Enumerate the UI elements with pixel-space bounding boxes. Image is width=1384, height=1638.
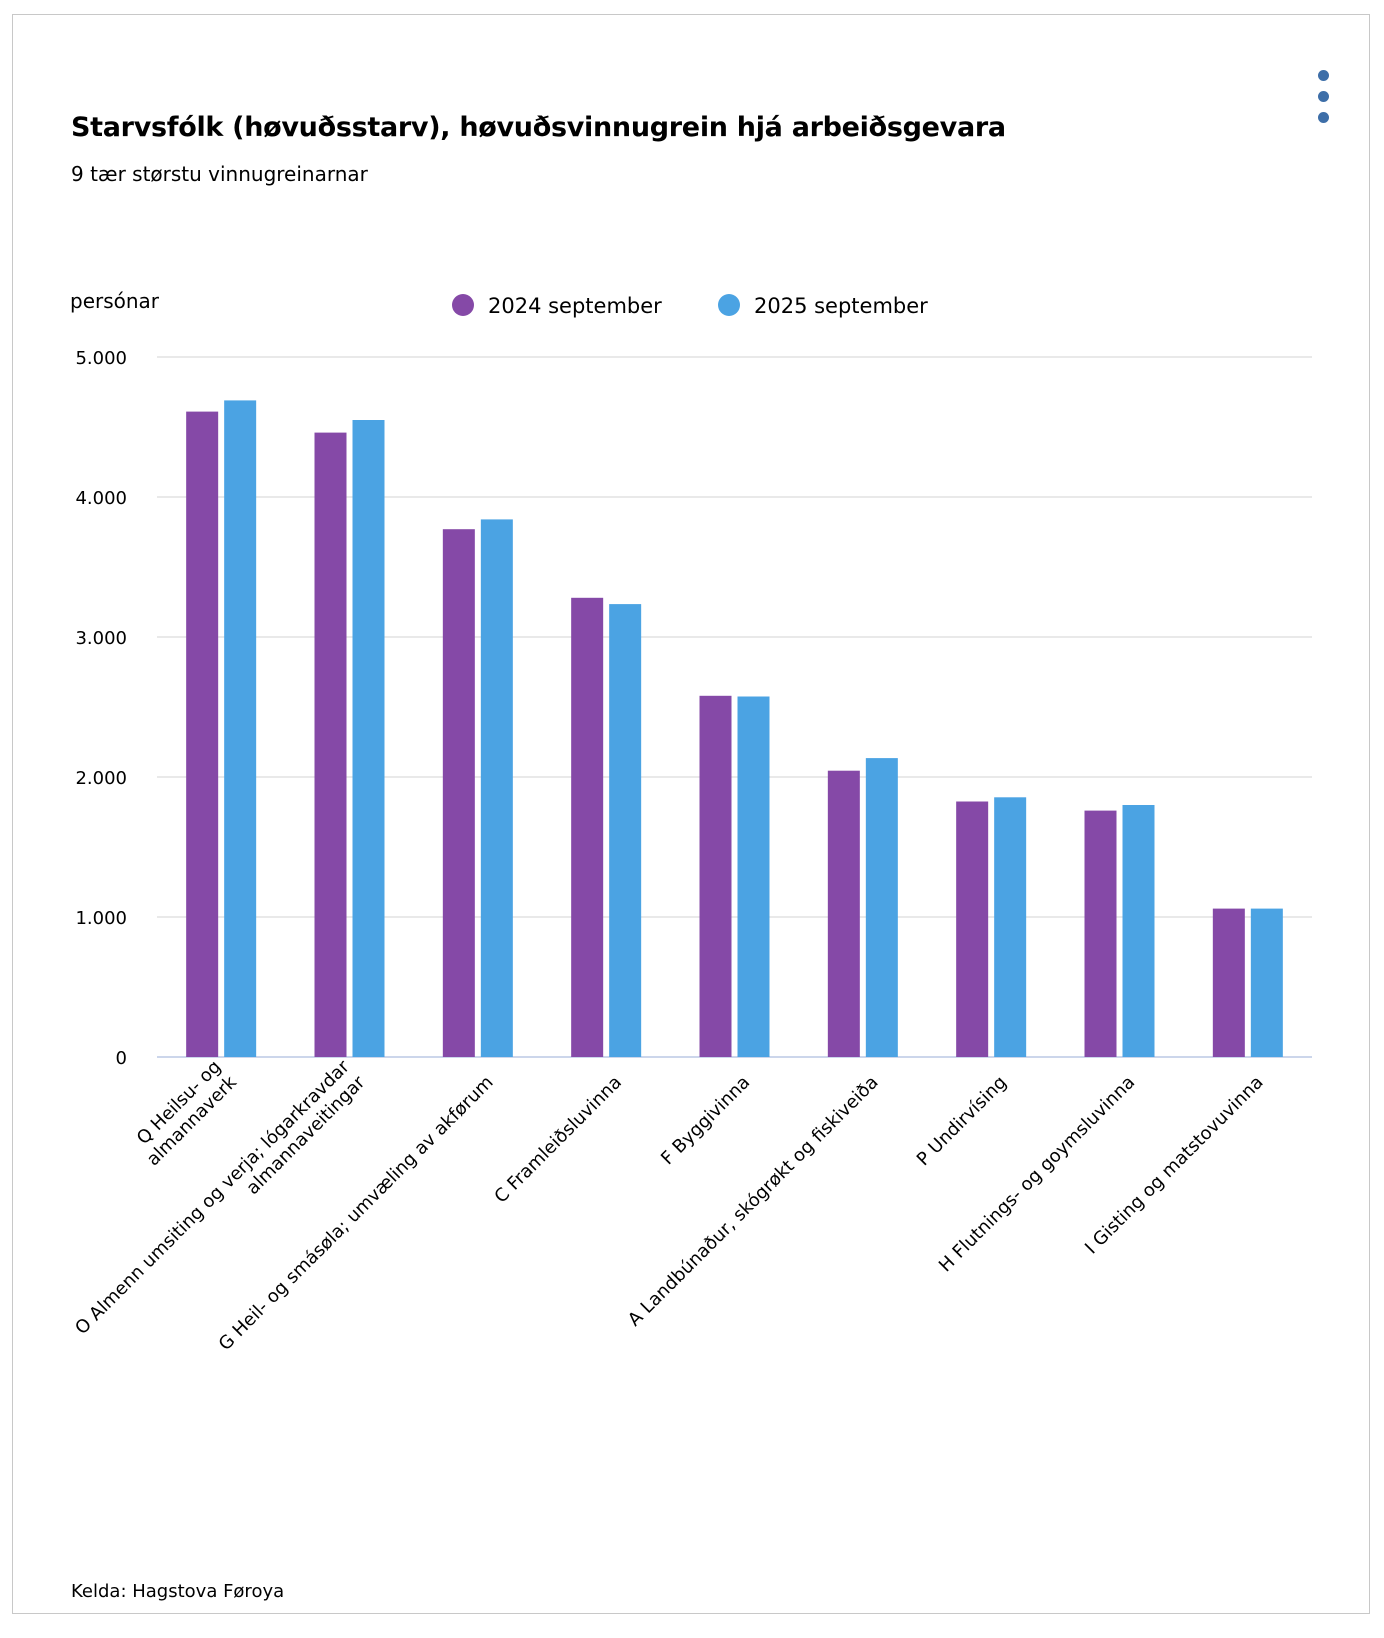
bar[interactable] [994, 797, 1027, 1057]
legend-marker[interactable] [718, 294, 740, 316]
y-tick-label: 2.000 [75, 768, 127, 789]
bar[interactable] [314, 432, 347, 1058]
chart-title: Starvsfólk (høvuðsstarv), høvuðsvinnugre… [71, 112, 1006, 143]
kebab-menu-icon[interactable] [1312, 68, 1334, 128]
bar[interactable] [956, 801, 989, 1058]
x-tick-label: Q Heilsu- ogalmannaverk [127, 1056, 241, 1170]
bar[interactable] [737, 696, 770, 1058]
legend-marker[interactable] [452, 294, 474, 316]
y-tick-label: 5.000 [75, 348, 127, 369]
y-tick-label: 4.000 [75, 488, 127, 509]
y-axis-label: persónar [70, 289, 160, 313]
x-tick-label: G Heil- og smásøla; umvæling av akførum [215, 1072, 498, 1355]
bar[interactable] [352, 420, 385, 1057]
bar[interactable] [1212, 908, 1245, 1057]
bar[interactable] [1122, 805, 1155, 1057]
bar[interactable] [442, 529, 475, 1057]
bar[interactable] [699, 695, 732, 1057]
bar[interactable] [827, 770, 860, 1057]
y-tick-label: 1.000 [75, 908, 127, 929]
bar[interactable] [571, 597, 604, 1057]
x-tick-label: P Undirvísing [913, 1072, 1011, 1170]
bar[interactable] [186, 411, 219, 1058]
legend-label[interactable]: 2025 september [754, 294, 928, 318]
legend-label[interactable]: 2024 september [488, 294, 662, 318]
bar[interactable] [865, 758, 898, 1057]
bar[interactable] [224, 400, 257, 1057]
bar[interactable] [609, 604, 642, 1057]
chart-container [12, 14, 1370, 1614]
x-tick-label: C Framleiðsluvinna [490, 1072, 626, 1208]
y-tick-label: 0 [116, 1048, 127, 1069]
bar[interactable] [480, 519, 513, 1057]
x-tick-label: F Byggivinna [657, 1072, 754, 1169]
bar[interactable] [1250, 908, 1283, 1057]
bar[interactable] [1084, 810, 1117, 1057]
source-credit: Kelda: Hagstova Føroya [71, 1581, 285, 1602]
chart-subtitle: 9 tær størstu vinnugreinarnar [71, 162, 368, 186]
y-tick-label: 3.000 [75, 628, 127, 649]
x-tick-label: A Landbúnaður, skógrøkt og fiskiveiða [624, 1072, 883, 1331]
